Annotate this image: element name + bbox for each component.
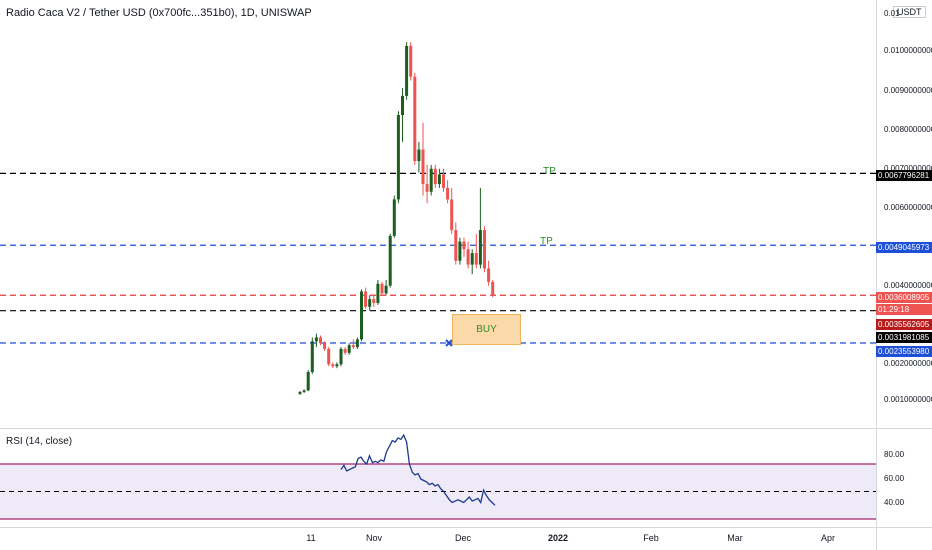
candle-body [425, 184, 429, 192]
time-tick: 2022 [547, 533, 569, 543]
chart-title: Radio Caca V2 / Tether USD (0x700fc...35… [6, 7, 312, 19]
candle-body [474, 253, 478, 265]
price-tick: 0.0090000000 [884, 86, 932, 95]
tp-upper-price-label: 0.0067796281 [876, 170, 932, 181]
candle-body [429, 168, 433, 192]
candle-body [421, 149, 425, 185]
rsi-tick: 60.00 [884, 474, 905, 483]
candle-body [339, 348, 343, 365]
pane-separator[interactable] [0, 428, 932, 429]
candle-body [372, 299, 376, 303]
candle-body [310, 341, 314, 372]
price-tick: 0.0070000000 [884, 164, 932, 173]
price-tick: 0.0020000000 [884, 359, 932, 368]
rsi-band [0, 464, 876, 519]
candle-body [396, 115, 400, 200]
candle-body [319, 337, 322, 344]
candle-body [454, 230, 458, 261]
candle-body [351, 345, 355, 348]
candle-body [491, 281, 495, 296]
price-tick: 0.0010000000 [884, 395, 932, 404]
red-level-price-label: 0.0035562605 [876, 319, 932, 330]
candle-body [302, 390, 306, 392]
time-tick: Feb [643, 533, 659, 543]
candle-body [376, 283, 380, 303]
candle-body [364, 291, 368, 307]
candle-body [478, 230, 482, 265]
candle-body [347, 345, 351, 353]
countdown-label: 01:29:18 [876, 304, 932, 315]
time-tick: Apr [820, 533, 836, 543]
candle-body [409, 46, 413, 77]
candle-body [442, 174, 445, 188]
last-price-label: 0.0036008905 [876, 292, 932, 303]
entry-price-label: 0.0023553980 [876, 346, 932, 357]
candle-body [433, 168, 437, 185]
black-level-price-label: 0.0031981085 [876, 332, 932, 343]
candle-body [401, 95, 404, 116]
candle-body [384, 285, 388, 294]
rsi-title[interactable]: RSI (14, close) [6, 436, 73, 447]
candle-body [446, 187, 450, 200]
price-tick: 0.0080000000 [884, 125, 932, 134]
buy-zone-annotation[interactable]: BUY [452, 314, 521, 345]
candle-body [470, 253, 474, 265]
candle-body [458, 241, 462, 261]
rsi-tick: 80.00 [884, 450, 905, 459]
candle-body [405, 46, 409, 96]
price-tick-top: 0.01 [884, 9, 900, 18]
price-tick: 0.0100000000 [884, 46, 932, 55]
time-tick: Dec [454, 533, 472, 543]
candle-body [298, 391, 302, 394]
candle-body [355, 339, 359, 348]
candle-body [483, 230, 486, 269]
candle-body [392, 199, 396, 236]
candle-body [335, 364, 339, 367]
time-tick: Nov [365, 533, 383, 543]
candle-body [327, 348, 331, 365]
candle-body [388, 235, 392, 286]
candle-body [487, 268, 491, 282]
candle-body [323, 343, 327, 349]
candle-body [450, 199, 454, 231]
candle-body [380, 283, 384, 294]
time-tick: 11 [306, 533, 316, 543]
time-tick: Mar [727, 533, 743, 543]
price-tick: 0.0040000000 [884, 281, 932, 290]
price-axis-separator [876, 0, 877, 550]
candle-body [343, 348, 347, 353]
candle-body [331, 364, 335, 367]
candle-body [314, 337, 318, 342]
candle-body [466, 249, 470, 265]
candle-body [417, 149, 421, 162]
price-tick: 0.0060000000 [884, 203, 932, 212]
rsi-tick: 40.00 [884, 498, 905, 507]
time-axis-separator [0, 527, 932, 528]
candle-body [368, 299, 372, 307]
buy-marker [445, 339, 453, 347]
candle-body [306, 371, 310, 391]
tp-lower-price-label: 0.0049045973 [876, 242, 932, 253]
candle-body [462, 241, 466, 250]
tp-lower-annotation[interactable]: TP [540, 236, 553, 247]
candle-body [360, 291, 363, 340]
candle-body [413, 76, 417, 162]
rsi-line [340, 433, 496, 506]
candle-body [437, 174, 441, 185]
currency-button[interactable]: USDT [893, 6, 926, 18]
tp-upper-annotation[interactable]: TP [543, 166, 556, 177]
